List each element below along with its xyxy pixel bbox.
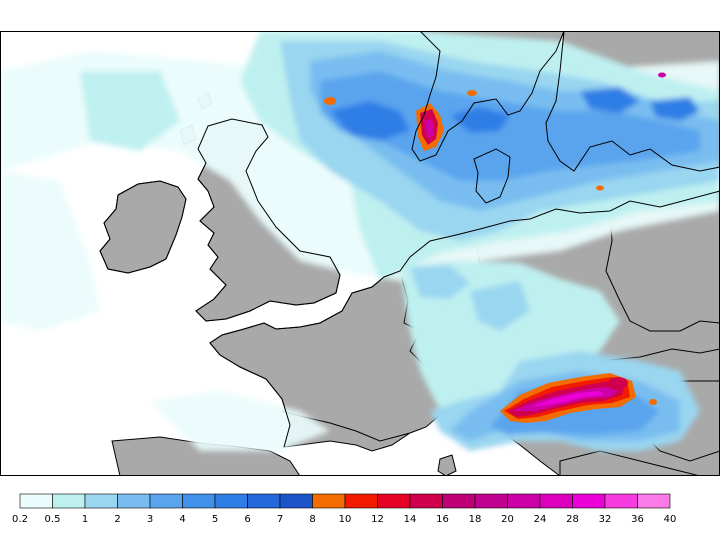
legend-swatch bbox=[409, 493, 443, 509]
legend-tick-label: 28 bbox=[566, 514, 579, 525]
legend-swatches bbox=[19, 493, 671, 509]
legend-tick-label: 0.5 bbox=[45, 514, 61, 525]
legend-tick-label: 20 bbox=[501, 514, 514, 525]
legend-swatch bbox=[572, 493, 606, 509]
color-legend: 0.2 0.5 1 2 3 4 5 6 7 8 10 12 14 16 18 20 24 28 32 36 40 bbox=[12, 493, 676, 525]
legend-tick-label: 36 bbox=[631, 514, 644, 525]
legend-swatch bbox=[377, 493, 411, 509]
legend-tick-label: 2 bbox=[114, 514, 120, 525]
legend-swatch bbox=[214, 493, 248, 509]
legend-tick-label: 32 bbox=[599, 514, 612, 525]
legend-tick-labels: 0.2 0.5 1 2 3 4 5 6 7 8 10 12 14 16 18 20 24 28 32 36 40 bbox=[12, 514, 676, 525]
legend-tick-label: 1 bbox=[82, 514, 88, 525]
legend-tick-label: 12 bbox=[371, 514, 384, 525]
legend-tick-label: 5 bbox=[212, 514, 218, 525]
legend-tick-label: 40 bbox=[664, 514, 677, 525]
legend-swatch bbox=[19, 493, 53, 509]
legend-swatch bbox=[84, 493, 118, 509]
coastlines bbox=[99, 31, 720, 448]
legend-tick-label: 16 bbox=[436, 514, 449, 525]
legend-swatch bbox=[312, 493, 346, 509]
legend-tick-label: 10 bbox=[339, 514, 352, 525]
legend-tick-label: 18 bbox=[469, 514, 482, 525]
legend-tick-label: 4 bbox=[179, 514, 185, 525]
legend-tick-label: 0.2 bbox=[12, 514, 28, 525]
legend-swatch bbox=[539, 493, 573, 509]
legend-tick-label: 24 bbox=[534, 514, 547, 525]
legend-swatch bbox=[637, 493, 671, 509]
legend-tick-label: 6 bbox=[244, 514, 250, 525]
legend-tick-label: 8 bbox=[309, 514, 315, 525]
legend-swatch bbox=[507, 493, 541, 509]
legend-tick-label: 7 bbox=[277, 514, 283, 525]
legend-swatch bbox=[149, 493, 183, 509]
legend-swatch bbox=[247, 493, 281, 509]
legend-swatch bbox=[117, 493, 151, 509]
legend-swatch bbox=[279, 493, 313, 509]
precipitation-field bbox=[0, 31, 720, 451]
legend-swatch bbox=[182, 493, 216, 509]
heavy-precipitation bbox=[324, 72, 666, 423]
legend-swatch bbox=[604, 493, 638, 509]
legend-tick-label: 3 bbox=[147, 514, 153, 525]
precipitation-map bbox=[0, 31, 720, 476]
legend-tick-label: 14 bbox=[404, 514, 417, 525]
legend-swatch bbox=[52, 493, 86, 509]
legend-swatch bbox=[442, 493, 476, 509]
legend-swatch bbox=[474, 493, 508, 509]
legend-swatch bbox=[344, 493, 378, 509]
